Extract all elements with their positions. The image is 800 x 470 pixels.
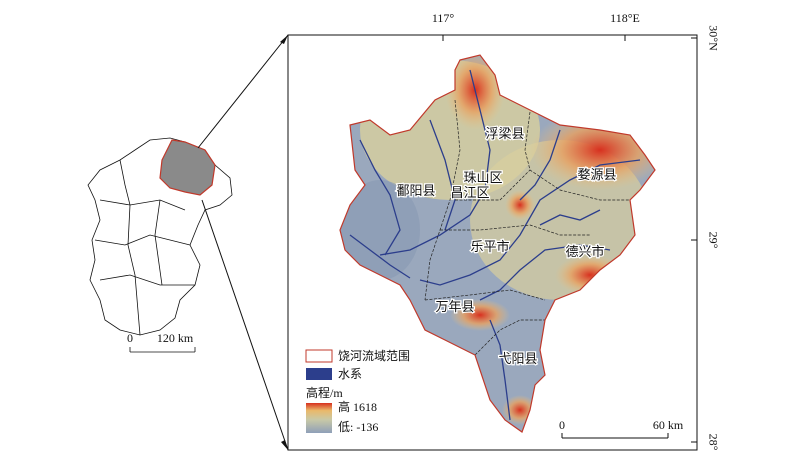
- region-label: 德兴市: [565, 244, 604, 259]
- arrow-head: [281, 440, 288, 450]
- connector: [197, 34, 289, 451]
- graticule-ticks: [442, 35, 697, 443]
- scale-end: 60 km: [653, 418, 684, 432]
- legend-elevation-ramp: [306, 403, 332, 433]
- region-label: 弋阳县: [498, 351, 537, 366]
- longitude-label: 117°: [432, 11, 455, 25]
- legend-high: 高 1618: [338, 399, 377, 414]
- region-labels: 浮梁县 婺源县 珠山区 昌江区 鄱阳县 乐平市 德兴市 万年县 弋阳县: [395, 125, 618, 368]
- latitude-label: 30°N: [706, 25, 720, 51]
- region-label: 昌江区: [450, 185, 489, 200]
- legend-water: 水系: [338, 367, 362, 381]
- legend-basin-swatch: [305, 349, 333, 363]
- inset-scale-start: 0: [127, 331, 133, 345]
- legend-basin: 饶河流域范围: [338, 349, 410, 363]
- region-label: 万年县: [435, 299, 474, 314]
- legend-low: 低: -136: [338, 420, 378, 434]
- rivers: [349, 69, 641, 421]
- region-label: 鄱阳县: [396, 183, 435, 198]
- legend-elevation-title: 高程/m: [306, 385, 343, 400]
- inset-map: [87, 137, 233, 353]
- region-label: 婺源县: [577, 167, 616, 182]
- longitude-label: 118°E: [610, 11, 640, 25]
- latitude-label: 28°: [706, 434, 720, 451]
- arrow-head: [280, 35, 288, 44]
- county-boundaries: [424, 99, 630, 356]
- legend-water-swatch: [306, 368, 332, 380]
- region-label: 乐平市: [470, 239, 509, 254]
- scale-start: 0: [559, 418, 565, 432]
- latitude-label: 29°: [706, 232, 720, 249]
- scale-bar: [561, 433, 669, 439]
- region-label: 珠山区: [463, 170, 502, 185]
- region-label: 浮梁县: [485, 126, 524, 141]
- inset-scale-end: 120 km: [157, 331, 194, 345]
